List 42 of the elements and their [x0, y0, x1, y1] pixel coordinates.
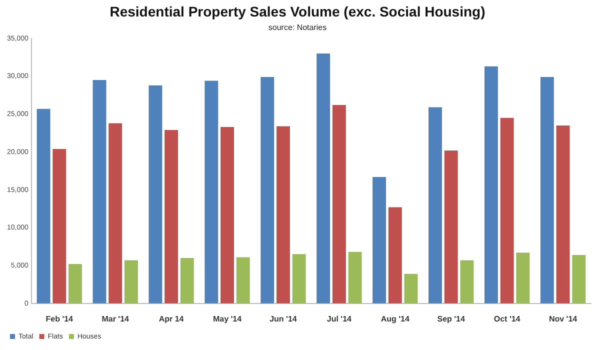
bar — [236, 257, 250, 304]
chart-subtitle: source: Notaries — [268, 22, 327, 32]
bar — [276, 126, 290, 304]
bar — [260, 77, 274, 304]
bar — [332, 105, 346, 304]
chart-title: Residential Property Sales Volume (exc. Social Housing) — [110, 3, 486, 20]
x-tick-label: Oct '14 — [494, 314, 521, 324]
bar — [572, 254, 586, 304]
bar — [36, 108, 50, 304]
bar — [124, 260, 138, 304]
x-tick-label: Apr 14 — [158, 314, 184, 324]
x-tick-label: Mar '14 — [102, 314, 130, 324]
bar — [444, 150, 458, 304]
bar — [220, 126, 234, 304]
bar — [460, 260, 474, 304]
bar — [180, 258, 194, 304]
x-tick-label: Sep '14 — [437, 314, 466, 324]
bar — [348, 252, 362, 304]
bar — [316, 54, 330, 304]
bar — [428, 107, 442, 304]
bar — [372, 176, 386, 304]
bar — [404, 274, 418, 304]
x-tick-label: May '14 — [212, 314, 242, 324]
bar — [540, 77, 554, 304]
bar — [516, 252, 530, 304]
x-tick-label: Jul '14 — [326, 314, 352, 324]
bar — [484, 66, 498, 304]
bar — [68, 264, 82, 304]
bar — [204, 80, 218, 304]
bar — [556, 125, 570, 304]
x-tick-label: Nov '14 — [548, 314, 578, 324]
x-tick-label: Jun '14 — [270, 314, 298, 324]
bar — [148, 85, 162, 304]
bar — [108, 123, 122, 304]
bar — [52, 148, 66, 304]
bar — [500, 118, 514, 304]
x-tick-label: Aug '14 — [380, 314, 410, 324]
bar — [388, 207, 402, 304]
x-tick-label: Feb '14 — [46, 314, 74, 324]
bar — [92, 80, 106, 304]
bar — [292, 254, 306, 304]
bar — [164, 130, 178, 304]
